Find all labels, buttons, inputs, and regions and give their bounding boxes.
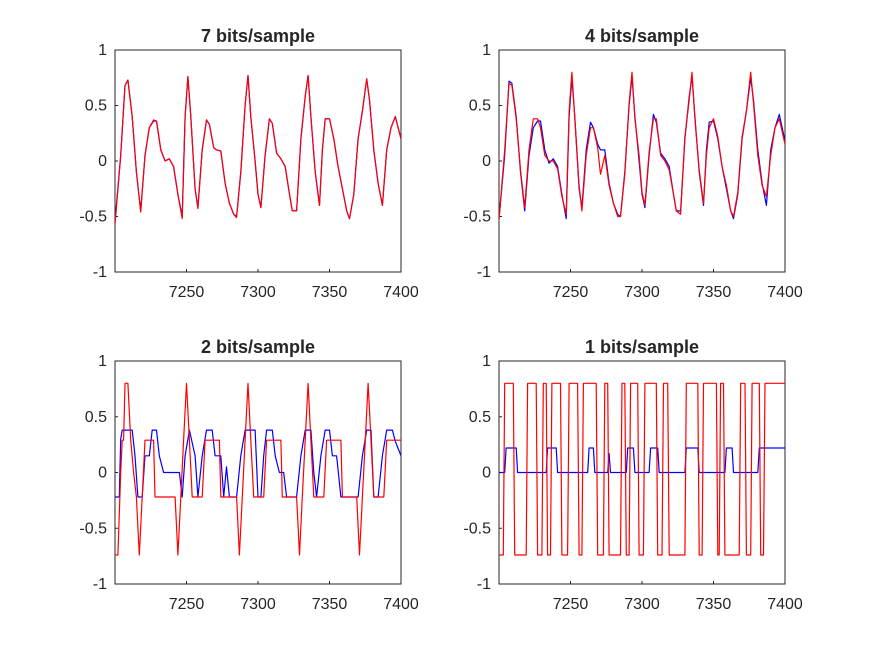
y-tick-label: 0.5 [469, 98, 491, 115]
y-tick-label: 0 [482, 153, 491, 170]
x-tick-label: 7350 [696, 284, 732, 301]
y-tick-label: 1 [482, 353, 491, 370]
y-tick-label: 0 [98, 153, 107, 170]
series-line-red [499, 71, 785, 220]
y-tick-label: -1 [93, 576, 107, 593]
plot-area [114, 49, 402, 273]
x-tick-label: 7400 [383, 284, 419, 301]
subplot-1: 7 bits/sample -1 -0.5 0 0.5 1 7250 7300 7350 7400 [79, 26, 418, 301]
subplot-title: 2 bits/sample [201, 337, 315, 357]
x-tick-label: 7400 [767, 284, 803, 301]
y-tick-label: 0 [98, 465, 107, 482]
x-tick-label: 7350 [312, 284, 348, 301]
x-tick-label: 7300 [240, 284, 276, 301]
subplot-4: 1 bits/sample -1 -0.5 0 0.5 1 7250 7300 7350 7400 [463, 337, 802, 613]
x-tick-label: 7250 [169, 284, 205, 301]
x-tick-label: 7400 [767, 596, 803, 613]
subplot-title: 7 bits/sample [201, 26, 315, 46]
y-tick-label: 1 [482, 42, 491, 59]
x-tick-label: 7300 [240, 596, 276, 613]
y-tick-label: -1 [477, 576, 491, 593]
y-tick-label: -1 [93, 264, 107, 281]
y-tick-label: 0.5 [85, 409, 107, 426]
y-tick-label: 0 [482, 465, 491, 482]
series-line-red [115, 74, 401, 225]
x-tick-label: 7400 [383, 596, 419, 613]
x-tick-label: 7250 [553, 596, 589, 613]
y-tick-label: -0.5 [79, 209, 107, 226]
subplot-3: 2 bits/sample -1 -0.5 0 0.5 1 7250 7300 7350 7400 [79, 337, 418, 613]
subplot-title: 1 bits/sample [585, 337, 699, 357]
plot-area [114, 360, 402, 585]
y-tick-label: 1 [98, 353, 107, 370]
y-tick-label: -0.5 [463, 209, 491, 226]
y-tick-label: -0.5 [79, 520, 107, 537]
x-tick-label: 7300 [624, 596, 660, 613]
plot-area [498, 49, 786, 273]
y-tick-label: -1 [477, 264, 491, 281]
x-tick-label: 7250 [169, 596, 205, 613]
x-tick-label: 7250 [553, 284, 589, 301]
subplot-2: 4 bits/sample -1 -0.5 0 0.5 1 7250 7300 7350 7400 [463, 26, 802, 301]
x-tick-label: 7350 [312, 596, 348, 613]
x-tick-label: 7350 [696, 596, 732, 613]
x-tick-label: 7300 [624, 284, 660, 301]
subplot-title: 4 bits/sample [585, 26, 699, 46]
series-line-red [115, 382, 401, 556]
y-tick-label: -0.5 [463, 520, 491, 537]
y-tick-label: 0.5 [469, 409, 491, 426]
y-tick-label: 1 [98, 42, 107, 59]
series-line-red [499, 382, 785, 556]
y-tick-label: 0.5 [85, 98, 107, 115]
